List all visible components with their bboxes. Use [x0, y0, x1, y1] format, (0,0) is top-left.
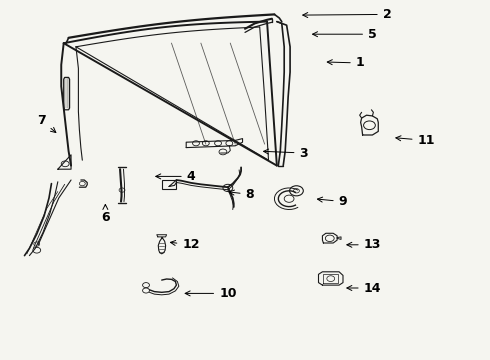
Text: 6: 6	[101, 204, 110, 224]
Text: 2: 2	[303, 8, 392, 21]
Text: 12: 12	[171, 238, 200, 251]
Text: 11: 11	[396, 134, 435, 147]
Text: 7: 7	[37, 114, 56, 132]
Text: 4: 4	[156, 170, 196, 183]
Text: 13: 13	[347, 238, 381, 251]
Bar	[162, 180, 176, 189]
Text: 8: 8	[229, 188, 254, 201]
Text: 5: 5	[313, 28, 377, 41]
Text: 10: 10	[185, 287, 237, 300]
Text: 3: 3	[264, 147, 308, 159]
Text: 14: 14	[347, 282, 381, 294]
Text: 9: 9	[318, 195, 347, 208]
Text: 1: 1	[327, 57, 365, 69]
